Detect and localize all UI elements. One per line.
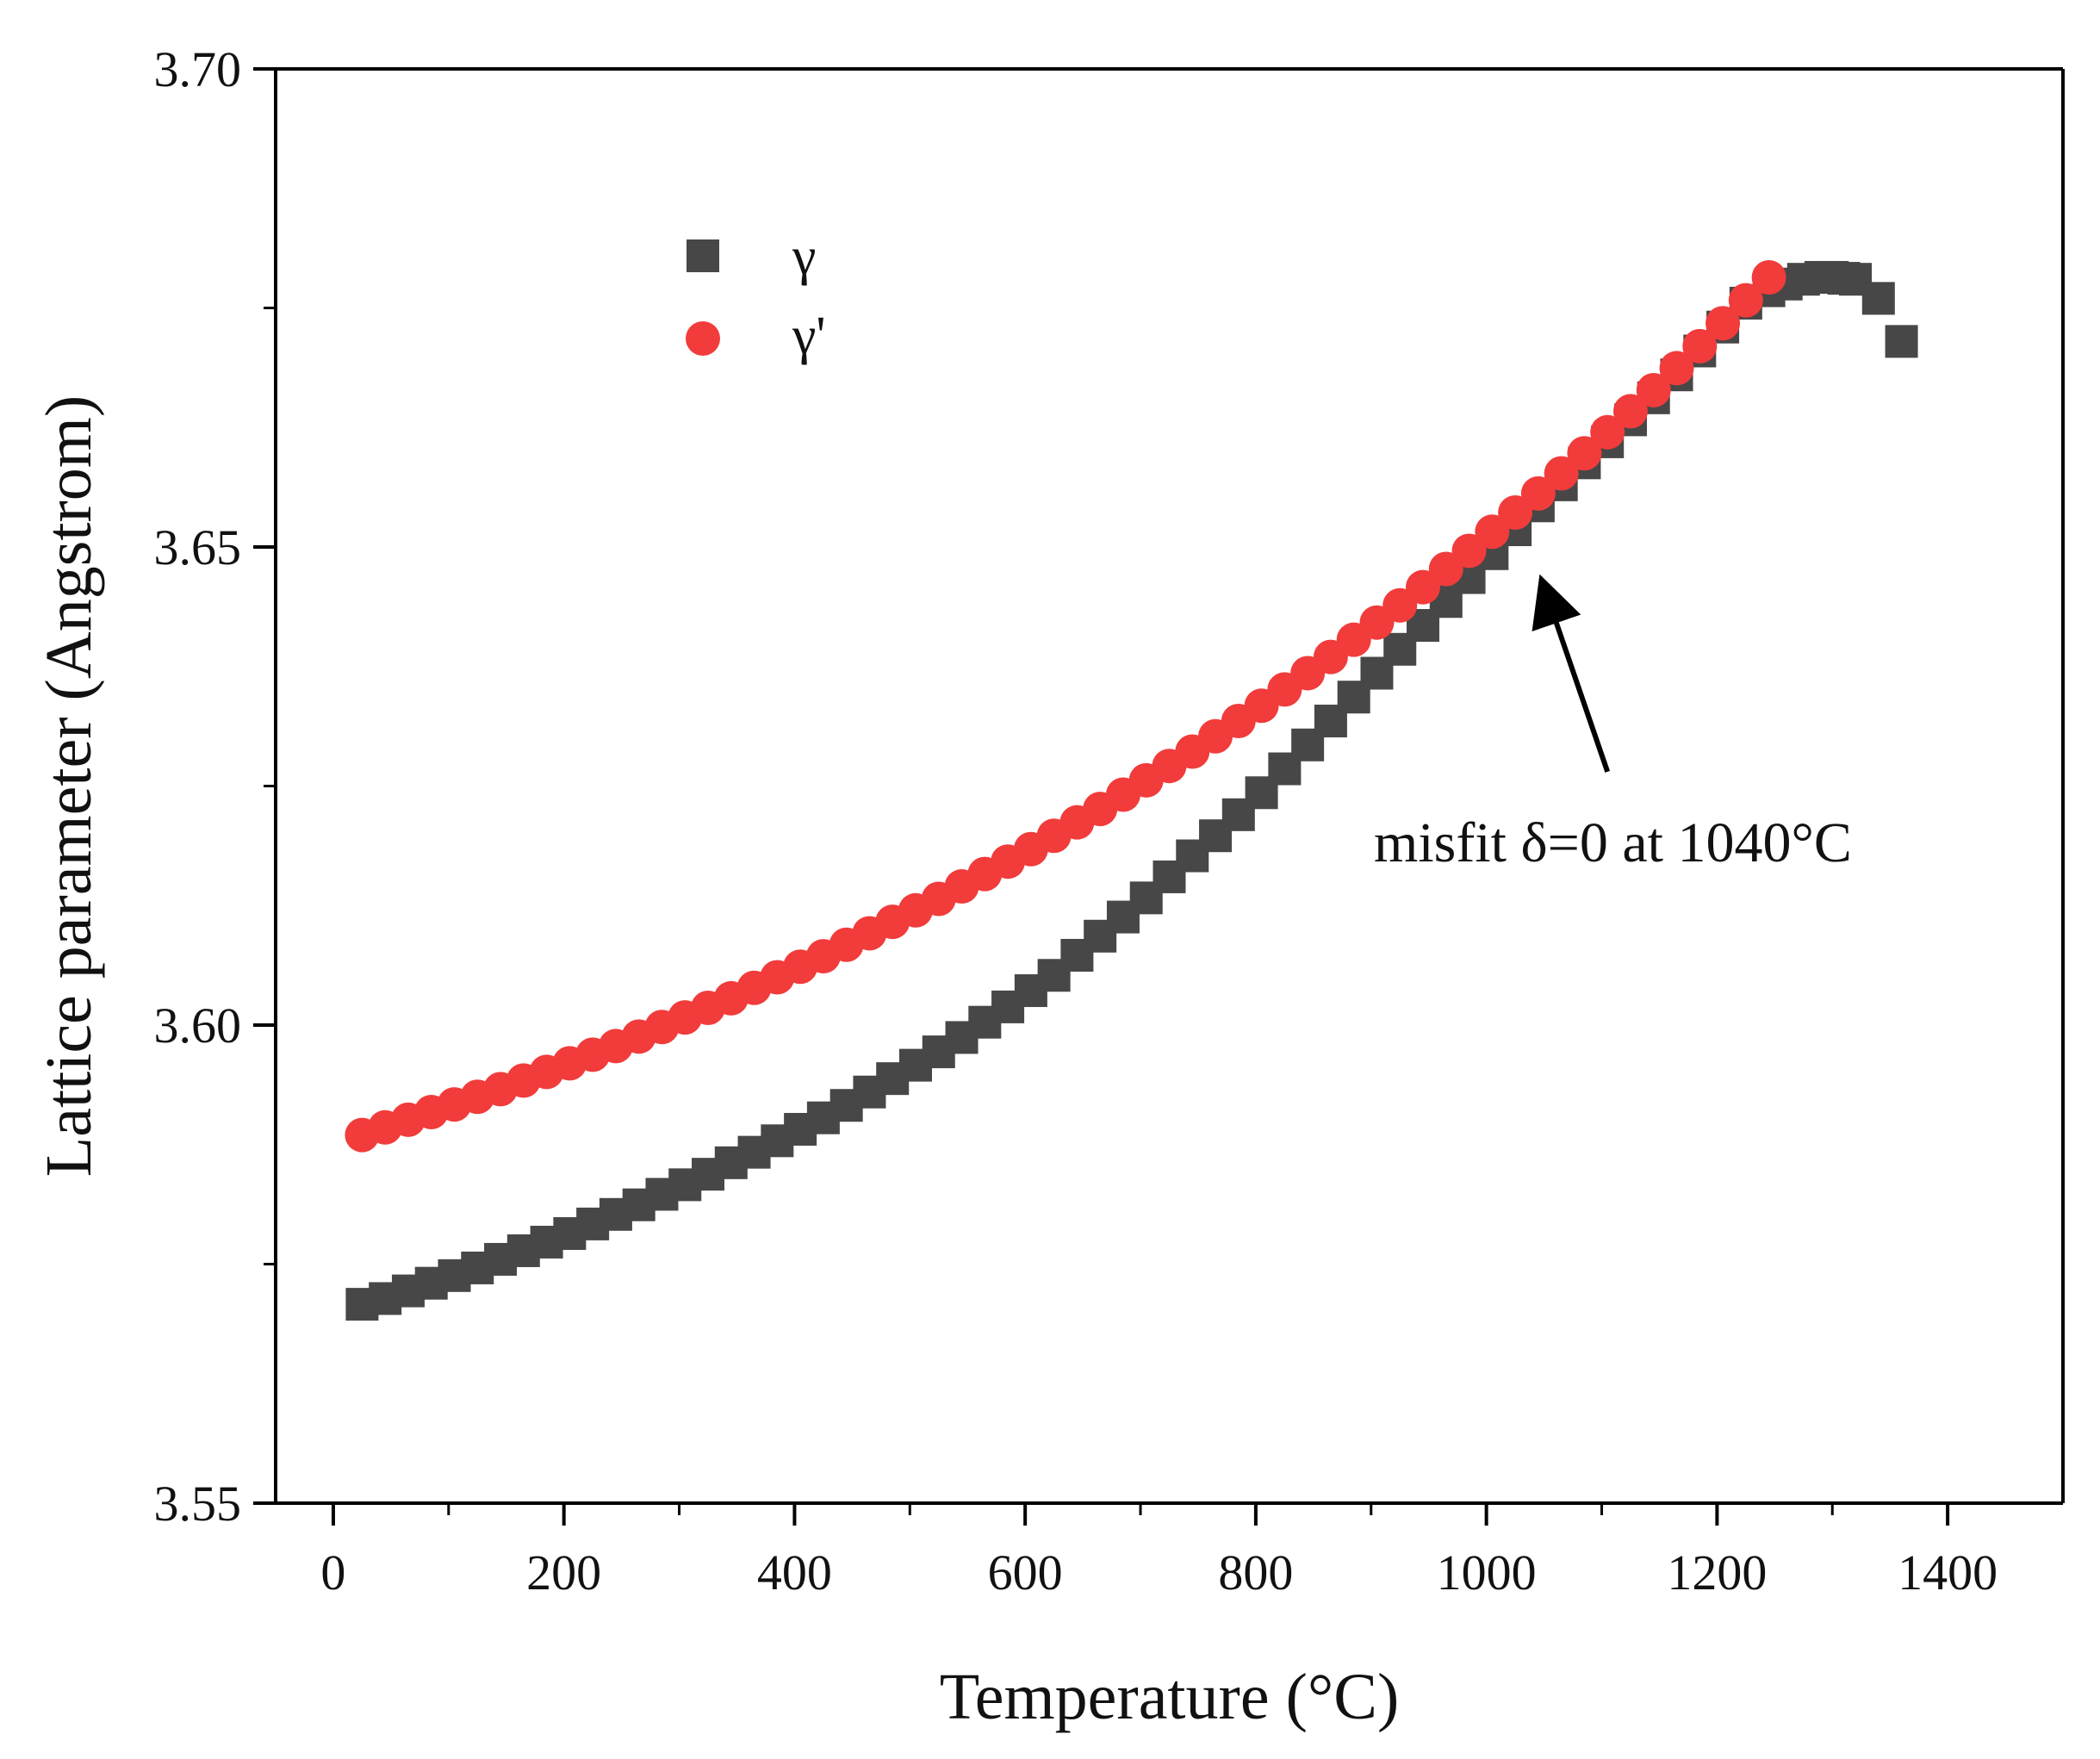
gamma-prime-point xyxy=(1682,328,1718,364)
gamma-prime-point xyxy=(1406,569,1441,605)
legend-gamma-marker xyxy=(687,239,719,272)
annotation-label: misfit δ=0 at 1040°C xyxy=(1374,811,1852,874)
legend-gamma-prime-label: γ' xyxy=(792,307,826,365)
x-tick-label: 0 xyxy=(320,1545,345,1601)
gamma-prime-point xyxy=(1590,414,1625,450)
gamma-prime-point xyxy=(1728,283,1763,318)
gamma-prime-point xyxy=(1659,351,1694,386)
gamma-point xyxy=(1885,325,1918,358)
gamma-prime-point xyxy=(1544,456,1579,491)
annotation-arrow xyxy=(1532,574,1611,773)
gamma-prime-point xyxy=(1520,475,1556,511)
gamma-prime-point xyxy=(1475,514,1510,550)
gamma-point xyxy=(1861,282,1895,315)
gamma-prime-point xyxy=(1705,306,1741,341)
x-tick-label: 600 xyxy=(988,1545,1063,1601)
y-tick-label: 3.70 xyxy=(154,41,242,97)
gamma-prime-point xyxy=(1751,259,1786,295)
y-axis-title: Lattice parameter (Angstrom) xyxy=(33,395,105,1177)
legend-gamma-prime-marker xyxy=(686,321,720,356)
x-axis-title: Temperature (°C) xyxy=(940,1661,1400,1733)
y-tick-label: 3.55 xyxy=(154,1476,242,1532)
x-tick-label: 200 xyxy=(526,1545,601,1601)
x-tick-label: 1200 xyxy=(1667,1545,1767,1601)
gamma-prime-point xyxy=(1567,436,1602,471)
gamma-prime-point xyxy=(1636,372,1671,407)
x-tick-label: 1000 xyxy=(1437,1545,1537,1601)
gamma-prime-point xyxy=(1498,495,1533,531)
y-tick-label: 3.60 xyxy=(154,998,242,1054)
x-tick-label: 400 xyxy=(757,1545,832,1601)
gamma-prime-point xyxy=(1382,587,1418,623)
y-tick-label: 3.65 xyxy=(154,519,242,575)
gamma-prime-point xyxy=(1428,551,1463,587)
gamma-prime-point xyxy=(1612,394,1648,429)
x-tick-label: 800 xyxy=(1218,1545,1293,1601)
legend-gamma-label: γ xyxy=(792,227,816,286)
x-tick-label: 1400 xyxy=(1898,1545,1997,1601)
gamma-prime-point xyxy=(1451,533,1487,569)
